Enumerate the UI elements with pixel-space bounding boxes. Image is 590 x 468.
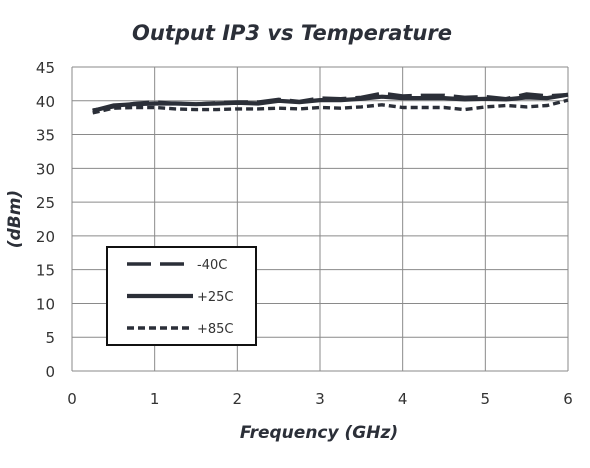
x-tick-label: 0 — [67, 390, 77, 408]
x-tick-label: 2 — [233, 390, 243, 408]
series-layer — [92, 91, 569, 115]
y-tick-label: 0 — [45, 363, 55, 381]
y-tick-label: 35 — [36, 127, 55, 145]
x-axis-label: Frequency (GHz) — [240, 423, 398, 443]
chart-title: Output IP3 vs Temperature — [132, 21, 452, 45]
legend-label-plus-85c: +85C — [197, 322, 234, 337]
y-tick-label: 20 — [36, 228, 55, 246]
x-tick-label: 6 — [563, 390, 573, 408]
legend-label-plus-25c: +25C — [197, 290, 234, 305]
y-tick-label: 5 — [45, 329, 55, 347]
x-tick-label: 5 — [481, 390, 491, 408]
y-tick-label: 40 — [36, 93, 55, 111]
y-tick-label: 30 — [36, 160, 55, 178]
x-tick-label: 3 — [315, 390, 325, 408]
chart-legend: -40C +25C +85C — [106, 246, 257, 346]
y-tick-label: 25 — [36, 194, 55, 212]
series-line-85c — [92, 98, 569, 115]
x-tick-label: 1 — [150, 390, 160, 408]
y-tick-label: 10 — [36, 295, 55, 313]
y-tick-label: 15 — [36, 262, 55, 280]
series-line-25c — [92, 92, 569, 113]
y-axis-label: (dBm) — [5, 190, 25, 248]
y-tick-label: 45 — [36, 59, 55, 77]
x-tick-label: 4 — [398, 390, 408, 408]
legend-label-minus-40c: -40C — [197, 258, 227, 273]
